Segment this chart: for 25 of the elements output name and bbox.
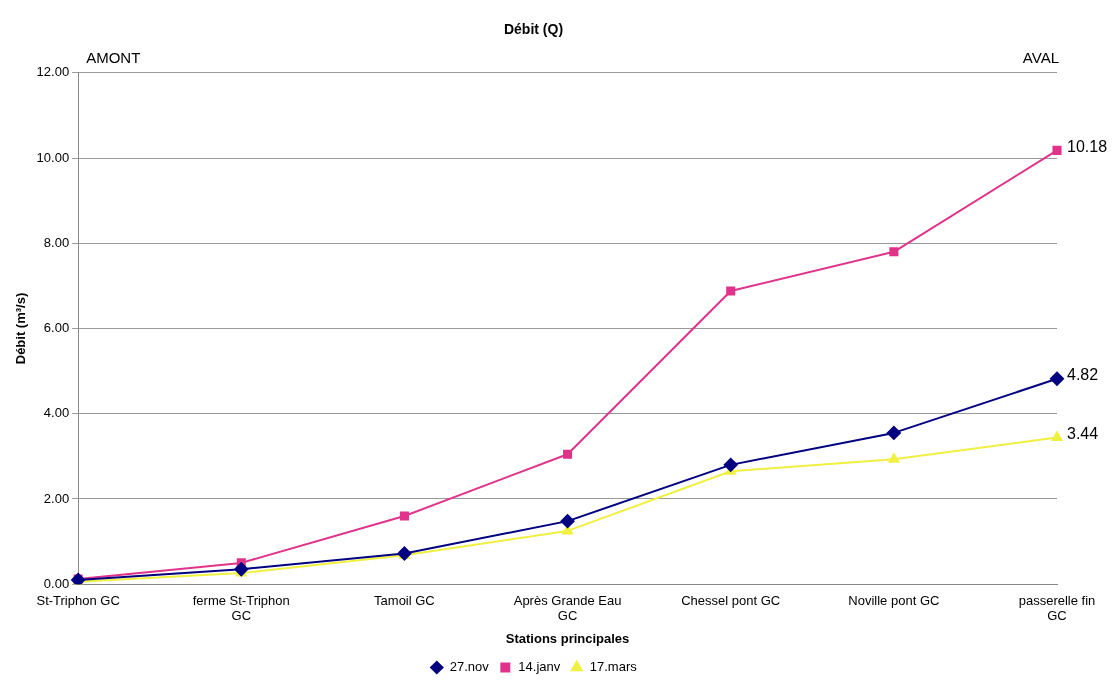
- y-axis-title: Débit (m³/s): [13, 292, 29, 365]
- text: AMONT: [86, 49, 141, 67]
- data-label: 4.82: [1067, 366, 1099, 384]
- x-tick-label: Chessel pont GC: [681, 592, 781, 608]
- y-tick-label: 12.00: [36, 64, 70, 80]
- chart-title: Débit (Q): [503, 21, 564, 38]
- legend-label: 27.nov: [449, 659, 490, 675]
- x-tick-label: Noville pont GC: [848, 592, 940, 608]
- x-tick-label: Après Grande Eau GC: [513, 592, 622, 624]
- x-tick-label: St-Triphon GC: [36, 592, 120, 608]
- y-tick-label: 6.00: [43, 320, 70, 336]
- y-tick-label: 8.00: [43, 234, 70, 250]
- x-tick-label: Tamoil GC: [374, 592, 435, 608]
- data-label: 10.18: [1067, 137, 1108, 155]
- x-tick-label: passerelle fin GC: [1018, 592, 1096, 624]
- data-label: 3.44: [1067, 425, 1099, 442]
- y-tick-label: 10.00: [36, 149, 70, 165]
- legend-label: 17.mars: [589, 659, 638, 675]
- y-tick-label: 0.00: [43, 575, 70, 591]
- y-tick-label: 2.00: [43, 490, 70, 506]
- y-tick-label: 4.00: [43, 405, 70, 421]
- text: AVAL: [1022, 49, 1059, 67]
- x-axis-title: Stations principales: [505, 630, 630, 646]
- legend-label: 14.janv: [518, 659, 561, 675]
- x-tick-label: ferme St-Triphon GC: [192, 592, 290, 624]
